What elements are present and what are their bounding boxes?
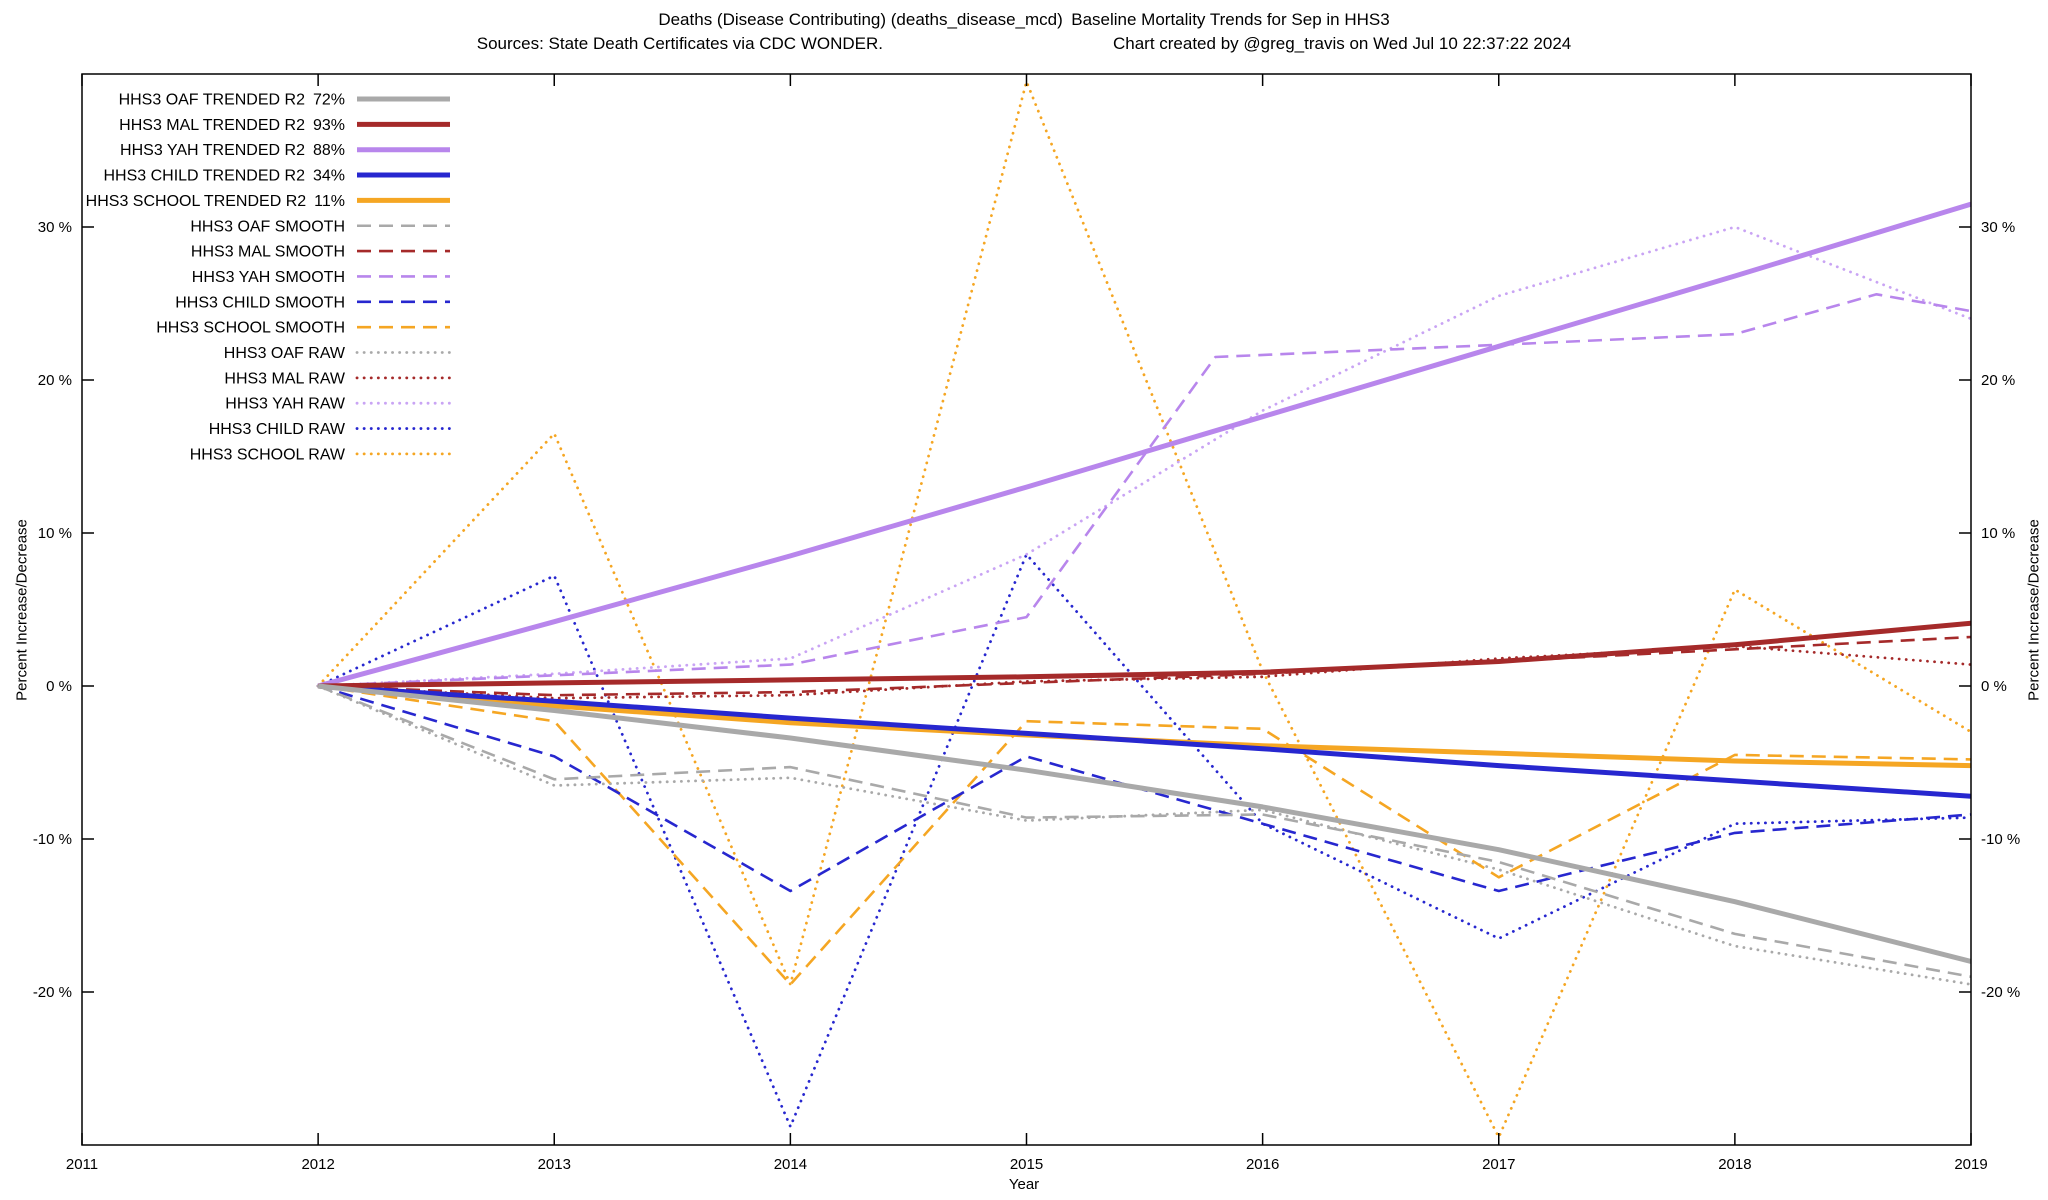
series-hhs3-yah-trended-line bbox=[317, 201, 1971, 689]
y-tick-label-right: -10 % bbox=[1981, 831, 2020, 848]
series-hhs3-mal-raw-line bbox=[316, 644, 1971, 700]
series-hhs3-school-raw-line bbox=[316, 80, 1971, 1139]
legend-item-hhs3-oaf-smooth: HHS3 OAF SMOOTH bbox=[190, 218, 450, 235]
x-tick-label: 2017 bbox=[1482, 1156, 1515, 1173]
chart-sources: Sources: State Death Certificates via CD… bbox=[476, 34, 883, 53]
legend-item-hhs3-yah-smooth: HHS3 YAH SMOOTH bbox=[192, 269, 450, 286]
x-tick-label: 2012 bbox=[301, 1156, 334, 1173]
legend-item-hhs3-child-raw: HHS3 CHILD RAW bbox=[209, 421, 452, 438]
legend-item-hhs3-school-raw: HHS3 SCHOOL RAW bbox=[190, 446, 452, 463]
series-group bbox=[316, 80, 1971, 1139]
series-hhs3-oaf-trended-line bbox=[317, 683, 1971, 964]
legend-item-hhs3-mal-raw: HHS3 MAL RAW bbox=[224, 370, 452, 387]
x-tick-label: 2015 bbox=[1010, 1156, 1043, 1173]
chart-subtitle: Sources: State Death Certificates via CD… bbox=[0, 34, 2048, 54]
legend-label: HHS3 YAH RAW bbox=[225, 396, 346, 413]
chart-title: Deaths (Disease Contributing) (deaths_di… bbox=[658, 10, 1390, 29]
y-tick-label-right: -20 % bbox=[1981, 984, 2020, 1001]
x-tick-label: 2014 bbox=[774, 1156, 807, 1173]
legend-item-hhs3-mal-smooth: HHS3 MAL SMOOTH bbox=[191, 244, 450, 261]
series-hhs3-mal-smooth-line bbox=[318, 635, 1971, 697]
x-tick-label: 2016 bbox=[1246, 1156, 1279, 1173]
series-hhs3-yah-smooth-line bbox=[318, 292, 1971, 688]
plot-border bbox=[81, 73, 1972, 1146]
legend-item-hhs3-oaf-trended: HHS3 OAF TRENDED R2 72% bbox=[119, 92, 450, 109]
legend: HHS3 OAF TRENDED R2 72% HHS3 MAL TRENDED … bbox=[86, 92, 452, 463]
series-hhs3-child-trended-line bbox=[317, 683, 1971, 799]
x-tick-label: 2011 bbox=[66, 1156, 98, 1173]
legend-label: HHS3 OAF SMOOTH bbox=[190, 218, 345, 235]
series-hhs3-yah-raw-line bbox=[316, 225, 1971, 688]
series-hhs3-oaf-raw-line bbox=[316, 684, 1971, 986]
x-tick-label: 2018 bbox=[1718, 1156, 1751, 1173]
legend-label: HHS3 CHILD RAW bbox=[209, 421, 346, 438]
legend-item-hhs3-yah-raw: HHS3 YAH RAW bbox=[225, 396, 452, 413]
y-tick-label-left: -20 % bbox=[33, 984, 72, 1001]
legend-item-hhs3-school-trended: HHS3 SCHOOL TRENDED R2 11% bbox=[86, 193, 450, 210]
series-hhs3-mal-trended-line bbox=[318, 620, 1971, 689]
y-tick-label-right: 10 % bbox=[1981, 525, 2015, 542]
legend-label: HHS3 SCHOOL SMOOTH bbox=[156, 320, 345, 337]
y-tick-label-right: 30 % bbox=[1981, 219, 2015, 236]
legend-label: HHS3 SCHOOL TRENDED R2 11% bbox=[86, 193, 345, 210]
legend-item-hhs3-school-smooth: HHS3 SCHOOL SMOOTH bbox=[156, 320, 450, 337]
legend-item-hhs3-oaf-raw: HHS3 OAF RAW bbox=[224, 345, 452, 362]
series-hhs3-child-raw-line bbox=[316, 553, 1971, 1128]
y-tick-label-right: 0 % bbox=[1981, 678, 2007, 695]
y-tick-label-left: 0 % bbox=[46, 678, 72, 695]
legend-label: HHS3 OAF RAW bbox=[224, 345, 346, 362]
legend-label: HHS3 MAL RAW bbox=[224, 370, 346, 387]
legend-item-hhs3-yah-trended: HHS3 YAH TRENDED R2 88% bbox=[120, 142, 450, 159]
legend-label: HHS3 SCHOOL RAW bbox=[190, 446, 346, 463]
legend-label: HHS3 CHILD TRENDED R2 34% bbox=[103, 168, 345, 185]
legend-item-hhs3-child-smooth: HHS3 CHILD SMOOTH bbox=[175, 294, 450, 311]
y-tick-label-left: 30 % bbox=[38, 219, 72, 236]
legend-label: HHS3 YAH TRENDED R2 88% bbox=[120, 142, 345, 159]
legend-label: HHS3 YAH SMOOTH bbox=[192, 269, 345, 286]
chart-credit: Chart created by @greg_travis on Wed Jul… bbox=[1112, 34, 1572, 53]
x-tick-label: 2013 bbox=[538, 1156, 571, 1173]
x-tick-label: 2019 bbox=[1954, 1156, 1987, 1173]
legend-label: HHS3 MAL TRENDED R2 93% bbox=[119, 117, 345, 134]
y-tick-label-right: 20 % bbox=[1981, 372, 2015, 389]
series-hhs3-school-smooth-line bbox=[317, 684, 1971, 986]
y-tick-label-left: 10 % bbox=[38, 525, 72, 542]
y-tick-label-left: -10 % bbox=[33, 831, 72, 848]
legend-label: HHS3 MAL SMOOTH bbox=[191, 244, 345, 261]
legend-item-hhs3-mal-trended: HHS3 MAL TRENDED R2 93% bbox=[119, 117, 450, 134]
legend-label: HHS3 OAF TRENDED R2 72% bbox=[119, 92, 345, 109]
legend-label: HHS3 CHILD SMOOTH bbox=[175, 294, 345, 311]
x-axis-label: Year bbox=[1008, 1176, 1040, 1193]
y-tick-label-left: 20 % bbox=[38, 372, 72, 389]
legend-item-hhs3-child-trended: HHS3 CHILD TRENDED R2 34% bbox=[103, 168, 450, 185]
series-hhs3-oaf-smooth-line bbox=[317, 684, 1971, 978]
